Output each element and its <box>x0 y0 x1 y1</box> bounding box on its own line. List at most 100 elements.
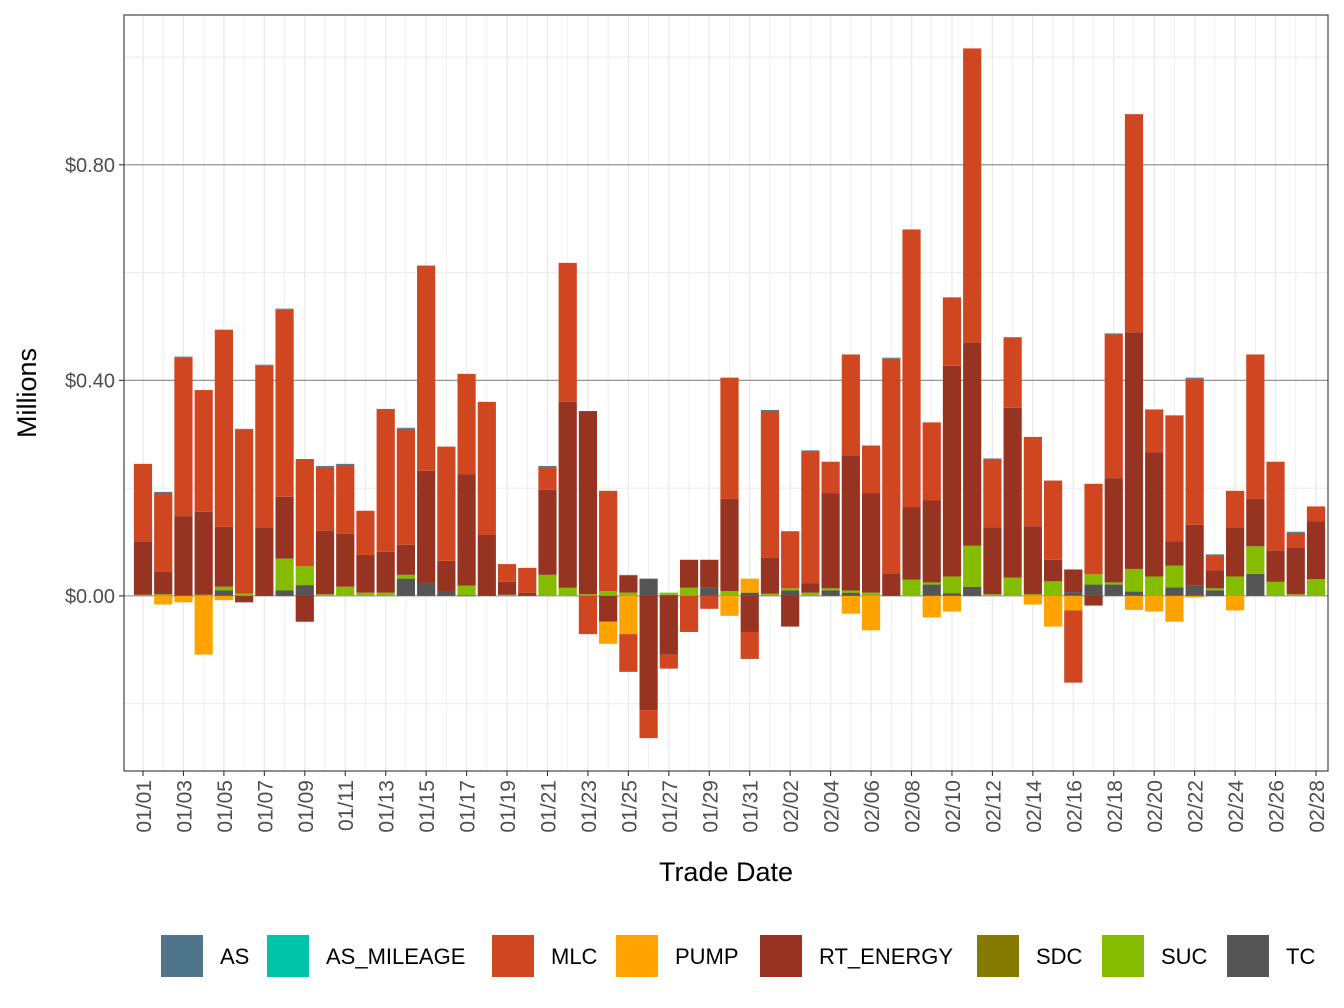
plot-border <box>123 14 1329 772</box>
bar-segment-as-01-14 <box>396 427 416 429</box>
bar-segment-suc-01-01 <box>133 594 153 596</box>
x-tick-label: 02/04 <box>821 780 844 833</box>
bar-segment-pump-01-04 <box>194 595 213 655</box>
bar-segment-mlc-02-02 <box>781 531 800 589</box>
bar-segment-suc-02-17 <box>1084 574 1103 585</box>
bar-segment-mlc-02-26 <box>1266 461 1285 551</box>
bar-segment-pump-01-25 <box>619 595 638 635</box>
y-tick-label: $0.00 <box>65 586 115 608</box>
bar-segment-mlc-02-20 <box>1145 409 1164 453</box>
bar-segment-mlc-02-24 <box>1226 490 1245 528</box>
bar-segment-mlc-02-08 <box>902 229 921 508</box>
bar-segment-as-01-21 <box>538 466 557 468</box>
bar-segment-mlc-01-11 <box>336 464 355 534</box>
bar-segment-mlc-02-15 <box>1043 480 1063 560</box>
bar-segment-suc-02-18 <box>1104 582 1123 585</box>
bar-segment-as-01-07 <box>255 364 274 366</box>
bar-segment-rt-energy-01-24 <box>599 595 618 622</box>
bar-segment-suc-02-05 <box>841 590 860 593</box>
bar-segment-mlc-01-31 <box>740 631 759 659</box>
legend-key <box>760 935 802 977</box>
bar-segment-as-02-12 <box>983 458 1002 460</box>
bar-segment-tc-02-10 <box>942 593 962 596</box>
legend-label: RT_ENERGY <box>819 944 953 969</box>
bar-segment-suc-01-17 <box>457 585 476 596</box>
bar-segment-rt-energy-02-21 <box>1165 541 1184 566</box>
bar-segment-mlc-02-14 <box>1023 436 1042 527</box>
bar-segment-mlc-01-15 <box>417 265 436 471</box>
bar-segment-suc-02-08 <box>902 579 921 596</box>
bar-segment-suc-02-02 <box>781 588 800 591</box>
x-tick-label: 01/05 <box>214 780 237 833</box>
legend-item-pump: PUMP <box>616 935 739 977</box>
bar-segment-as-01-02 <box>154 491 173 493</box>
bar-segment-mlc-02-01 <box>760 411 780 558</box>
bar-segment-tc-01-08 <box>275 590 294 596</box>
bar-segment-as-02-18 <box>1104 333 1123 335</box>
bar-segment-rt-energy-02-10 <box>942 365 962 577</box>
x-tick-label: 01/23 <box>578 780 601 833</box>
bar-segment-as-01-13 <box>376 408 395 410</box>
bar-segment-rt-energy-01-19 <box>497 581 517 595</box>
bar-segment-suc-02-15 <box>1043 581 1063 596</box>
bar-segment-tc-01-26 <box>639 578 658 596</box>
bar-segment-as-01-10 <box>315 466 335 468</box>
x-tick-label: 02/26 <box>1266 780 1289 833</box>
bar-segment-pump-02-24 <box>1226 595 1245 611</box>
bar-segment-pump-01-03 <box>174 595 193 603</box>
bar-segment-suc-01-09 <box>295 566 314 586</box>
bar-segment-rt-energy-01-16 <box>437 560 456 592</box>
legend-item-rt-energy: RT_ENERGY <box>760 935 953 977</box>
x-tick-label: 02/06 <box>861 780 884 833</box>
bar-segment-mlc-01-17 <box>457 373 476 475</box>
bar-segment-rt-energy-01-30 <box>720 498 739 592</box>
bar-segment-suc-01-21 <box>538 574 557 596</box>
legend-label: AS_MILEAGE <box>326 944 465 969</box>
bar-segment-rt-energy-02-23 <box>1205 570 1224 589</box>
bar-segment-pump-01-05 <box>214 595 233 601</box>
x-tick-label: 01/31 <box>740 780 763 833</box>
bar-segment-mlc-02-22 <box>1185 378 1204 525</box>
bar-segment-suc-02-21 <box>1165 565 1184 588</box>
legend-label: AS <box>220 944 249 969</box>
bar-segment-mlc-01-27 <box>659 654 678 669</box>
bar-segment-mlc-01-03 <box>174 357 193 517</box>
bar-segment-mlc-02-03 <box>801 451 820 584</box>
x-tick-label: 02/18 <box>1104 780 1127 833</box>
bar-segment-tc-02-25 <box>1246 573 1265 596</box>
bar-segment-rt-energy-01-25 <box>619 575 638 593</box>
bar-segment-rt-energy-01-22 <box>558 401 577 588</box>
bar-segment-rt-energy-02-26 <box>1266 550 1285 582</box>
bar-segment-rt-energy-02-13 <box>1003 407 1022 578</box>
bar-segment-suc-01-25 <box>619 592 638 596</box>
bar-segment-mlc-01-14 <box>396 428 416 545</box>
bar-segment-as-01-08 <box>275 308 294 310</box>
bar-segment-pump-02-19 <box>1124 595 1144 610</box>
bar-segment-mlc-01-02 <box>154 492 173 572</box>
bar-segment-tc-01-16 <box>437 591 456 596</box>
legend-item-sdc: SDC <box>977 935 1083 977</box>
x-tick-label: 01/17 <box>457 780 480 833</box>
bar-segment-suc-02-27 <box>1286 594 1305 596</box>
bar-segment-suc-02-19 <box>1124 568 1144 592</box>
bar-segment-suc-01-22 <box>558 587 577 596</box>
bar-segment-mlc-01-13 <box>376 409 395 552</box>
bar-segment-rt-energy-01-05 <box>214 526 233 587</box>
bar-segment-as-02-07 <box>882 357 901 359</box>
bar-segment-mlc-01-19 <box>497 564 517 582</box>
x-tick-label: 02/28 <box>1306 780 1329 833</box>
bar-segment-mlc-01-01 <box>133 463 153 542</box>
bar-segment-tc-02-17 <box>1084 584 1103 596</box>
legend-key <box>616 935 658 977</box>
bar-segment-mlc-01-04 <box>194 390 213 512</box>
x-axis-title: Trade Date <box>659 857 793 887</box>
bar-segment-tc-01-14 <box>396 578 416 596</box>
bar-segment-suc-01-02 <box>154 594 173 596</box>
bar-segment-rt-energy-02-18 <box>1104 478 1123 583</box>
bar-segment-suc-01-08 <box>275 558 294 591</box>
bar-segment-as-02-23 <box>1205 554 1224 556</box>
bar-segment-tc-02-05 <box>841 592 860 596</box>
bar-segment-rt-energy-02-01 <box>760 557 780 594</box>
bar-segment-suc-01-14 <box>396 574 416 579</box>
